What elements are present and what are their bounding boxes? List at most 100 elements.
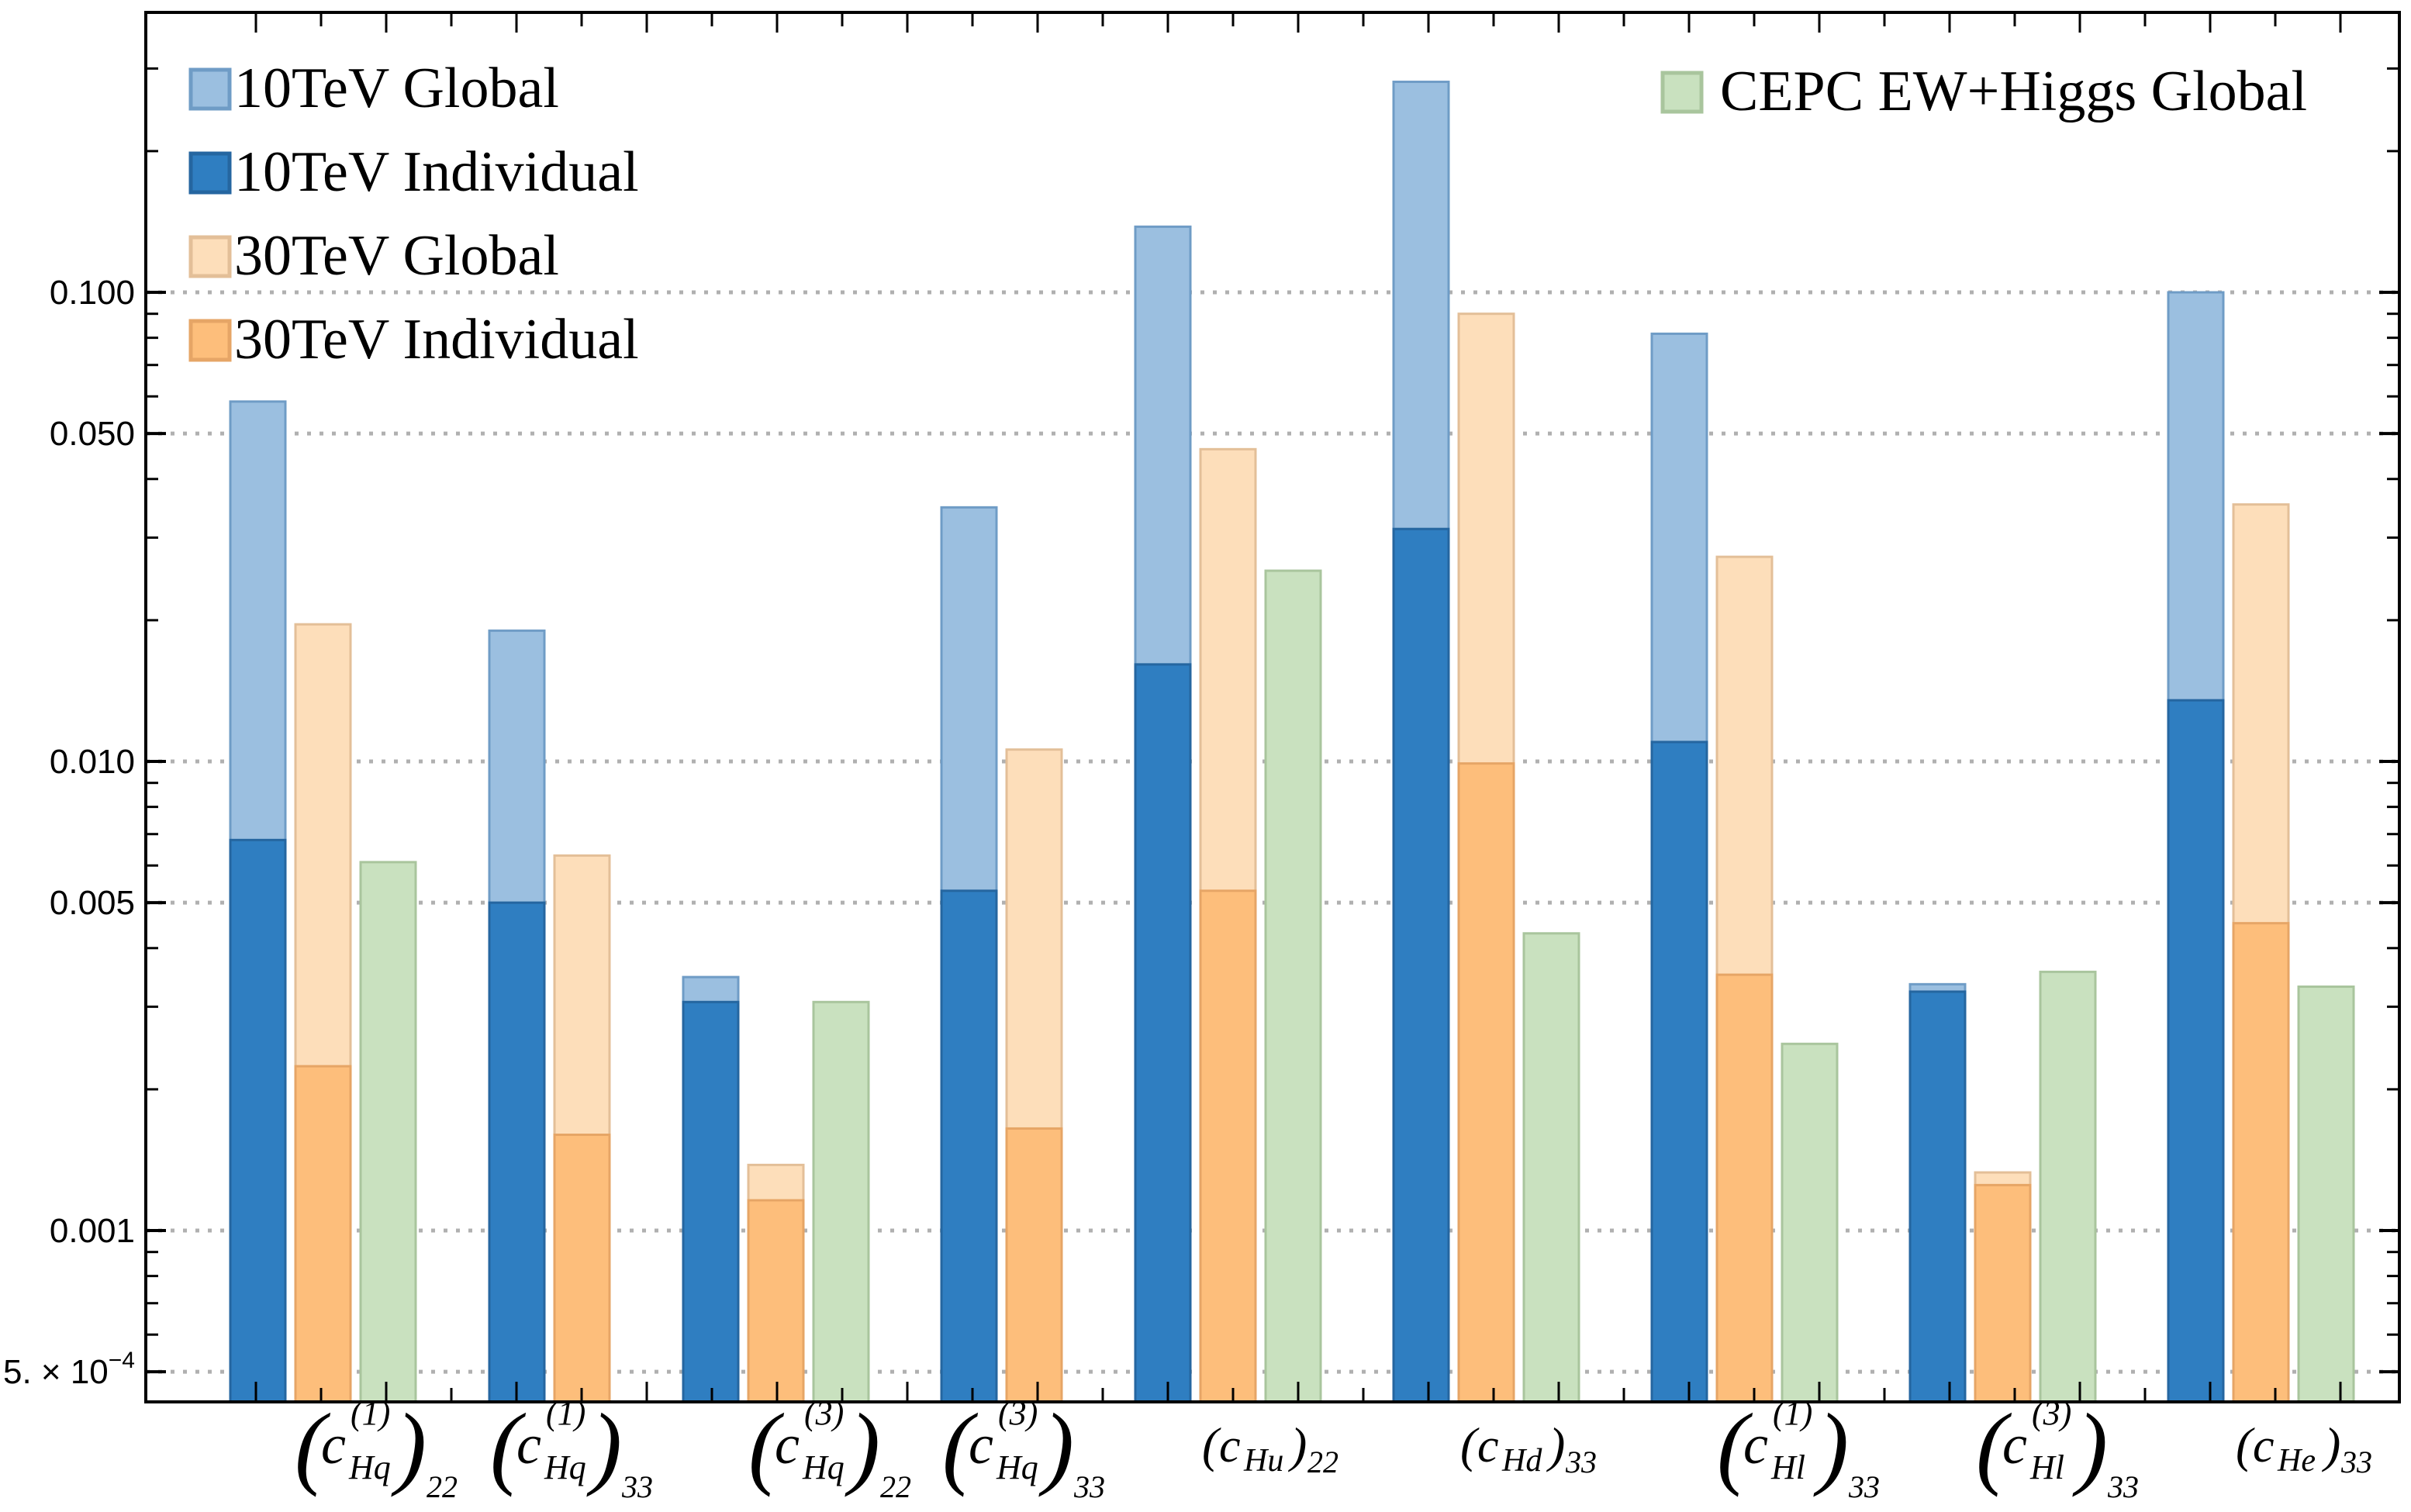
x-category-label: (c(3) Hq) 22 (748, 1394, 911, 1504)
label-flavor: 33 (2340, 1445, 2372, 1479)
y-tick-exponent: −4 (109, 1348, 135, 1373)
label-sub: Hd (1501, 1443, 1542, 1479)
label-flavor: 33 (621, 1469, 653, 1504)
label-base: c (321, 1414, 346, 1476)
paren-right: ) (586, 1394, 622, 1497)
legend-item: 10TeV Global (188, 57, 559, 120)
bar-10tev-individual (1650, 740, 1708, 1403)
bar-30tev-individual (1974, 1183, 2032, 1403)
label-sub: Hu (1243, 1443, 1283, 1479)
label-sub: Hq (544, 1448, 586, 1486)
y-tick-label: 5. × 10−4 (3, 1348, 135, 1391)
bar-10tev-individual (229, 838, 287, 1403)
bar-10tev-individual (1392, 527, 1450, 1403)
paren-right: ) (391, 1394, 427, 1497)
x-category-label: (c Hu) 22 (1202, 1417, 1338, 1479)
bar-10tev-individual (2167, 699, 2225, 1403)
paren-left: ( (295, 1394, 331, 1497)
y-tick-label: 0.001 (50, 1212, 135, 1250)
label-base: c (1743, 1414, 1768, 1476)
legend-label: 30TeV Global (234, 224, 559, 288)
x-category-label: (c(3) Hl) 33 (1976, 1394, 2139, 1504)
bar-10tev-individual (682, 1000, 740, 1403)
label-flavor: 22 (1307, 1445, 1338, 1479)
legend-right: CEPC EW+Higgs Global (1660, 60, 2307, 123)
bar-30tev-individual (747, 1199, 805, 1403)
legend-swatch (188, 151, 232, 195)
legend-item: 30TeV Individual (188, 308, 639, 371)
label-sup: (1) (1773, 1394, 1812, 1432)
paren-right: ) (1287, 1417, 1307, 1472)
bar-cepc-global (359, 861, 417, 1403)
legend-item: 30TeV Global (188, 224, 559, 288)
bar-cepc-global (1781, 1042, 1839, 1403)
bar-cepc-global (1264, 569, 1322, 1403)
label-base: c (516, 1414, 541, 1476)
label-sub: Hq (996, 1448, 1038, 1486)
label-flavor: 33 (1073, 1469, 1105, 1504)
legend-swatch (188, 319, 232, 362)
paren-right: ) (2072, 1394, 2108, 1497)
paren-left: ( (2236, 1417, 2255, 1472)
label-base: c (775, 1414, 800, 1476)
label-base: c (1477, 1420, 1499, 1472)
label-sub: He (2277, 1443, 2316, 1479)
x-category-label: (c(1) Hl) 33 (1717, 1394, 1880, 1504)
bar-10tev-individual (940, 889, 998, 1403)
label-sub: Hq (802, 1448, 845, 1486)
legend-item: CEPC EW+Higgs Global (1660, 60, 2307, 123)
bar-cepc-global (2297, 986, 2355, 1403)
legend-item: 10TeV Individual (188, 140, 639, 204)
bars (229, 81, 2355, 1403)
x-category-label: (c(1) Hq) 33 (490, 1394, 653, 1504)
legend-label: 30TeV Individual (234, 308, 639, 371)
bar-cepc-global (1522, 932, 1580, 1403)
paren-left: ( (490, 1394, 527, 1497)
paren-right: ) (1038, 1394, 1074, 1497)
bar-cepc-global (812, 1000, 870, 1403)
bar-30tev-individual (1457, 762, 1515, 1403)
legend-swatch (188, 67, 232, 111)
label-sup: (3) (998, 1394, 1038, 1432)
x-category-label: (c Hd) 33 (1460, 1417, 1597, 1479)
label-base: c (1219, 1420, 1241, 1472)
paren-left: ( (1717, 1394, 1753, 1497)
paren-right: ) (845, 1394, 880, 1497)
label-flavor: 33 (1565, 1445, 1597, 1479)
label-flavor: 33 (1848, 1469, 1880, 1504)
label-flavor: 33 (2107, 1469, 2139, 1504)
label-sub: Hl (2029, 1448, 2064, 1486)
x-category-label: (c He) 33 (2236, 1417, 2372, 1479)
bar-30tev-individual (1005, 1127, 1063, 1403)
paren-left: ( (1976, 1394, 2012, 1497)
paren-right: ) (2321, 1417, 2340, 1472)
label-flavor: 22 (880, 1469, 911, 1504)
label-sub: Hl (1770, 1448, 1805, 1486)
x-category-label: (c(1) Hq) 22 (295, 1394, 458, 1504)
bar-30tev-individual (1715, 973, 1774, 1403)
label-base: c (969, 1414, 993, 1476)
legend-swatch (188, 235, 232, 278)
paren-left: ( (942, 1394, 979, 1497)
x-category-label: (c(3) Hq) 33 (942, 1394, 1105, 1504)
paren-left: ( (1460, 1417, 1480, 1472)
label-sup: (1) (546, 1394, 585, 1432)
paren-right: ) (1813, 1394, 1849, 1497)
y-tick-label: 0.010 (50, 743, 135, 781)
axis-ticks (146, 12, 2399, 1402)
bar-30tev-individual (2232, 922, 2290, 1403)
label-base: c (2253, 1420, 2275, 1472)
bar-30tev-individual (1199, 889, 1257, 1403)
plot-frame (144, 11, 2401, 1403)
legend-label: 10TeV Global (234, 57, 559, 120)
y-tick-label: 0.050 (50, 415, 135, 453)
y-tick-label: 0.100 (50, 274, 135, 312)
y-tick-label: 0.005 (50, 884, 135, 922)
bar-10tev-individual (488, 901, 546, 1403)
label-sup: (3) (2032, 1394, 2071, 1432)
paren-right: ) (1546, 1417, 1565, 1472)
bar-30tev-individual (294, 1065, 352, 1403)
bar-10tev-individual (1908, 990, 1967, 1403)
x-tick-labels: (c(1)Hq) 22 (c(1)Hq) 33 (c(3)Hq) 22 (c(3)Hq) 33… (295, 1394, 2372, 1504)
